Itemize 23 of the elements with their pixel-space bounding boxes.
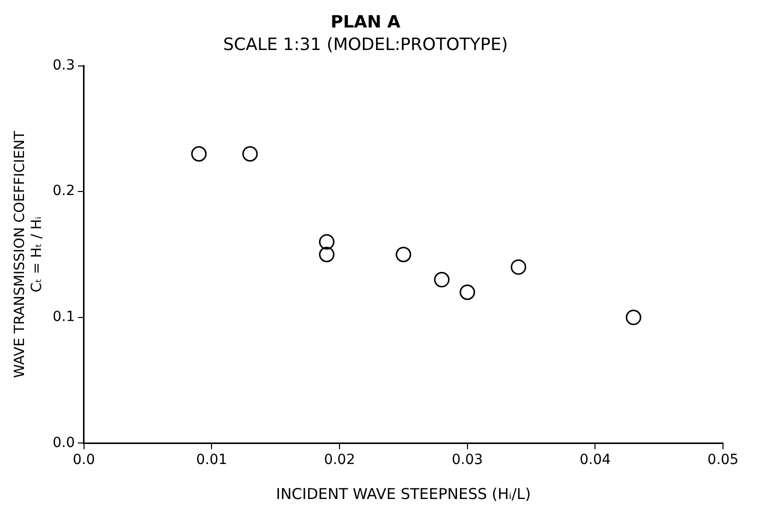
point [191, 146, 207, 162]
x-tick-label: 0.02 [324, 452, 356, 468]
point [434, 272, 450, 288]
x-tick-label: 0.0 [72, 452, 95, 468]
point [318, 234, 334, 250]
point [510, 259, 526, 275]
point [460, 284, 476, 300]
x-tick-label: 0.03 [452, 452, 483, 468]
y-tick-label: 0.2 [52, 183, 75, 200]
x-axis-title: INCIDENT WAVE STEEPNESS (Hᵢ/L) [276, 484, 531, 503]
chart-subtitle: SCALE 1:31 (MODEL:PROTOTYPE) [223, 35, 508, 56]
y-tick-label: 0.3 [52, 57, 75, 74]
chart-title: PLAN A [330, 12, 402, 33]
point [626, 310, 642, 326]
y-tick-label: 0.1 [52, 309, 75, 326]
point [318, 246, 334, 262]
point [396, 246, 412, 262]
x-tick-label: 0.01 [196, 452, 228, 468]
x-tick-label: 0.05 [707, 452, 739, 468]
y-axis-title: WAVE TRANSMISSION COEFFICIENT Cₜ = Hₜ / Hᵢ [12, 130, 45, 378]
y-tick-label: 0.0 [52, 434, 75, 451]
point [242, 146, 258, 162]
x-tick-label: 0.04 [580, 452, 611, 468]
